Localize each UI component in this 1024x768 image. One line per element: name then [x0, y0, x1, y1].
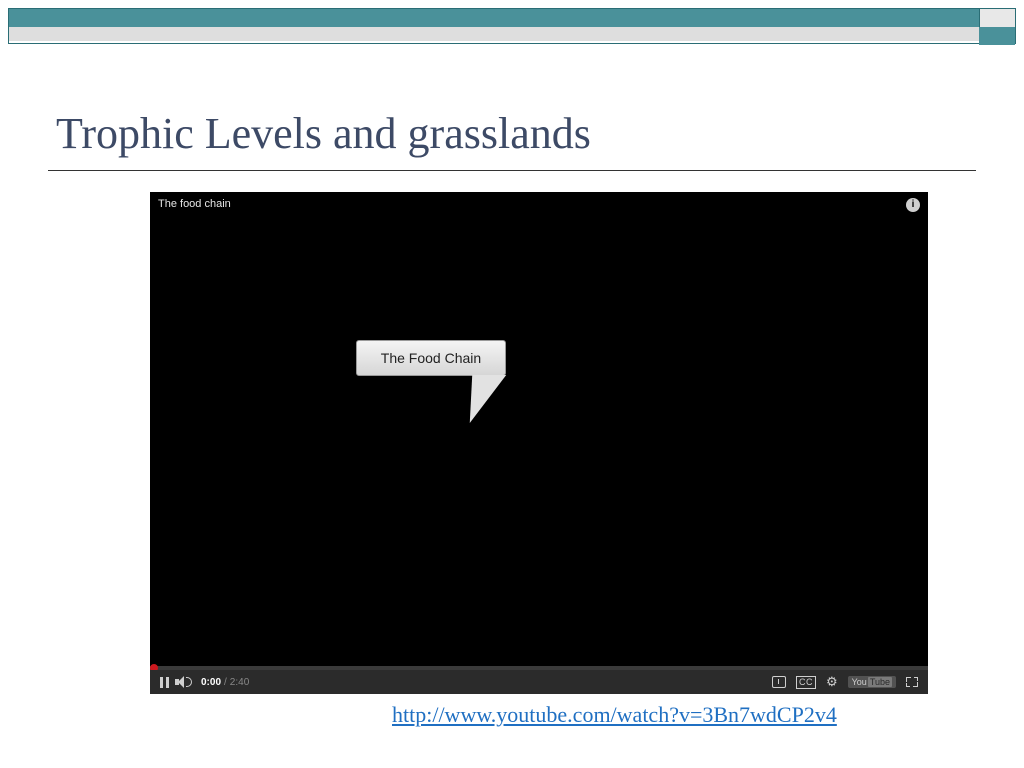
yt-tube: Tube	[868, 677, 892, 687]
header-square-teal	[979, 27, 1015, 45]
volume-button[interactable]	[175, 676, 189, 688]
speech-bubble: The Food Chain	[356, 340, 506, 376]
video-title-overlay: The food chain	[158, 198, 231, 210]
watch-later-icon[interactable]	[772, 676, 786, 688]
volume-icon	[175, 676, 189, 688]
video-player[interactable]: The food chain i The Food Chain 0:00 / 2…	[150, 192, 928, 694]
header-teal-strip	[9, 9, 979, 27]
video-source-link[interactable]: http://www.youtube.com/watch?v=3Bn7wdCP2…	[392, 702, 837, 728]
time-current: 0:00	[201, 677, 221, 688]
slide-title: Trophic Levels and grasslands	[56, 108, 591, 159]
title-underline	[48, 170, 976, 171]
header-square-light	[979, 9, 1015, 27]
slide-header-bar	[8, 8, 1016, 44]
right-controls: CC ⚙ YouTube	[772, 674, 918, 690]
pause-button[interactable]	[160, 677, 169, 688]
video-controls: 0:00 / 2:40 CC ⚙ YouTube	[150, 670, 928, 694]
time-total: 2:40	[230, 677, 249, 688]
header-gray-strip	[9, 27, 1015, 41]
speech-bubble-text: The Food Chain	[381, 350, 481, 366]
cc-button[interactable]: CC	[796, 676, 816, 689]
youtube-logo-button[interactable]: YouTube	[848, 676, 896, 688]
settings-gear-icon[interactable]: ⚙	[826, 674, 838, 690]
fullscreen-button[interactable]	[906, 677, 918, 687]
speech-bubble-tail	[464, 375, 506, 423]
time-separator: /	[224, 677, 227, 688]
info-icon[interactable]: i	[906, 198, 920, 212]
time-display: 0:00 / 2:40	[201, 677, 249, 688]
yt-you: You	[852, 677, 867, 687]
